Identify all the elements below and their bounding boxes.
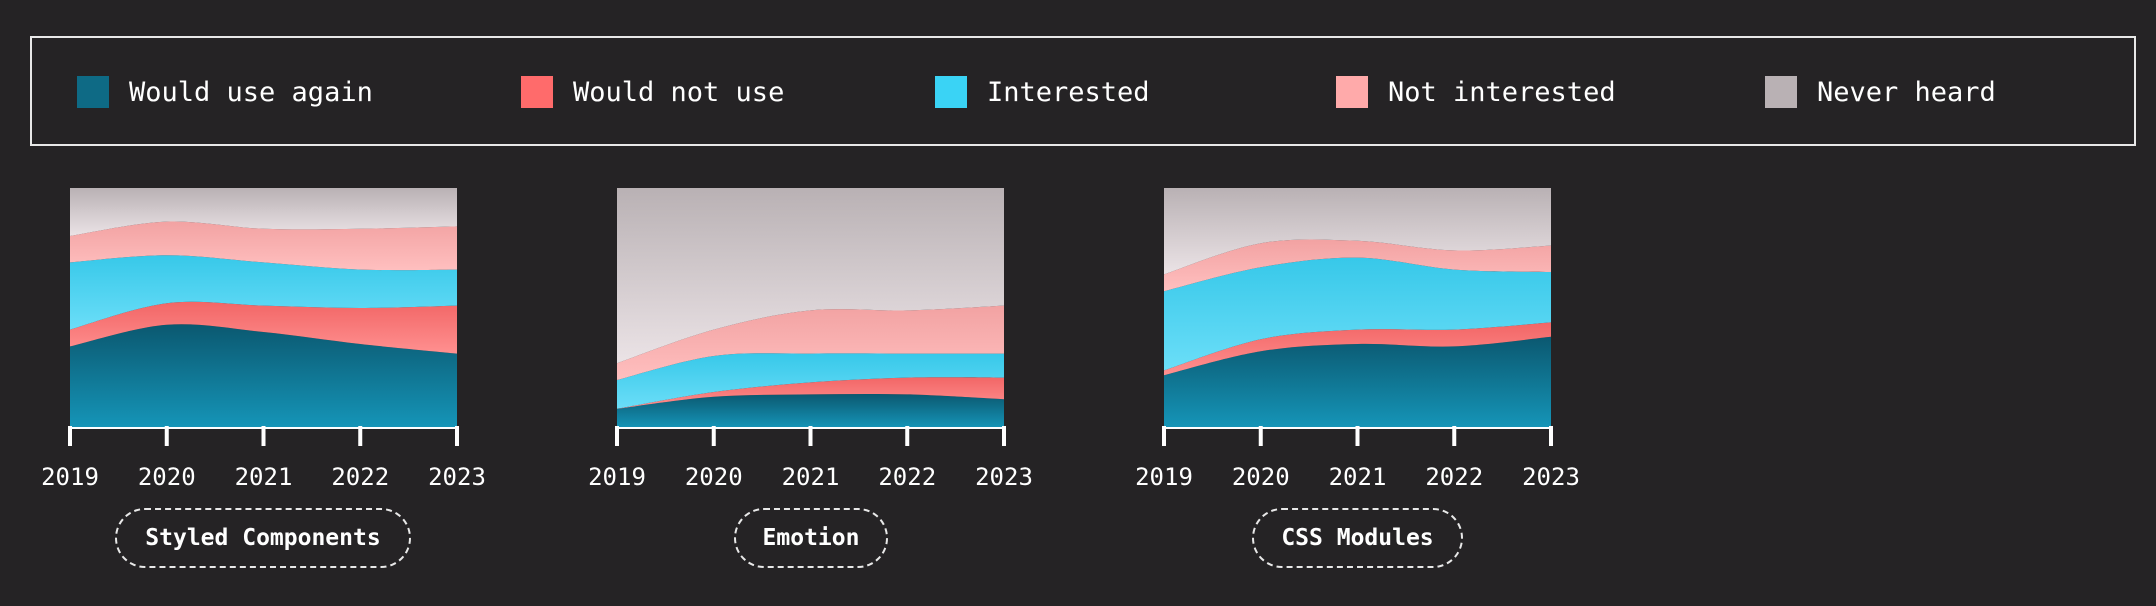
area-not-interested[interactable] [70, 221, 457, 271]
x-tick-label: 2020 [685, 463, 743, 491]
chart-title-pill[interactable]: CSS Modules [1252, 508, 1463, 568]
legend-item-would-not-use[interactable]: Would not use [521, 76, 784, 108]
x-tick-label: 2023 [428, 463, 486, 491]
legend-swatch [935, 76, 967, 108]
legend-label: Never heard [1817, 76, 1996, 108]
area-not-interested[interactable] [617, 305, 1004, 380]
x-tick-label: 2022 [878, 463, 936, 491]
x-tick-label: 2019 [41, 463, 99, 491]
chart-title-pill[interactable]: Styled Components [115, 508, 411, 568]
area-would-not-use[interactable] [70, 301, 457, 354]
x-tick-label: 2021 [782, 463, 840, 491]
legend-label: Interested [987, 76, 1150, 108]
x-tick-label: 2021 [235, 463, 293, 491]
x-tick-label: 2019 [588, 463, 646, 491]
area-never-heard[interactable] [617, 188, 1004, 364]
legend-item-not-interested[interactable]: Not interested [1336, 76, 1616, 108]
legend-item-would-use-again[interactable]: Would use again [77, 76, 373, 108]
legend-swatch [1765, 76, 1797, 108]
area-interested[interactable] [617, 353, 1004, 409]
area-chart-3: 2019 2020 2021 2022 2023 [1135, 188, 1580, 491]
x-tick-label: 2019 [1135, 463, 1193, 491]
area-not-interested[interactable] [1164, 239, 1551, 292]
legend-label: Would not use [573, 76, 785, 108]
legend: Would use again Would not use Interested… [30, 36, 2136, 146]
x-tick-label: 2023 [1522, 463, 1580, 491]
chart-title-pill[interactable]: Emotion [734, 508, 888, 568]
legend-swatch [77, 76, 109, 108]
area-never-heard[interactable] [70, 188, 457, 236]
x-tick-label: 2022 [331, 463, 389, 491]
legend-label: Would use again [129, 76, 373, 108]
legend-swatch [521, 76, 553, 108]
area-chart-2: 2019 2020 2021 2022 2023 [588, 188, 1033, 491]
x-tick-label: 2022 [1425, 463, 1483, 491]
legend-label: Not interested [1388, 76, 1616, 108]
area-would-use-again[interactable] [1164, 336, 1551, 428]
area-would-not-use[interactable] [617, 377, 1004, 409]
area-chart-1: 2019 2020 2021 2022 2023 [41, 188, 486, 491]
area-never-heard[interactable] [1164, 188, 1551, 275]
area-would-use-again[interactable] [617, 393, 1004, 428]
legend-item-never-heard[interactable]: Never heard [1765, 76, 1996, 108]
area-interested[interactable] [1164, 257, 1551, 371]
legend-item-interested[interactable]: Interested [935, 76, 1150, 108]
area-interested[interactable] [70, 255, 457, 330]
area-would-not-use[interactable] [1164, 322, 1551, 376]
area-would-use-again[interactable] [70, 324, 457, 428]
x-tick-label: 2020 [1232, 463, 1290, 491]
x-tick-label: 2021 [1329, 463, 1387, 491]
legend-swatch [1336, 76, 1368, 108]
x-tick-label: 2023 [975, 463, 1033, 491]
x-tick-label: 2020 [138, 463, 196, 491]
